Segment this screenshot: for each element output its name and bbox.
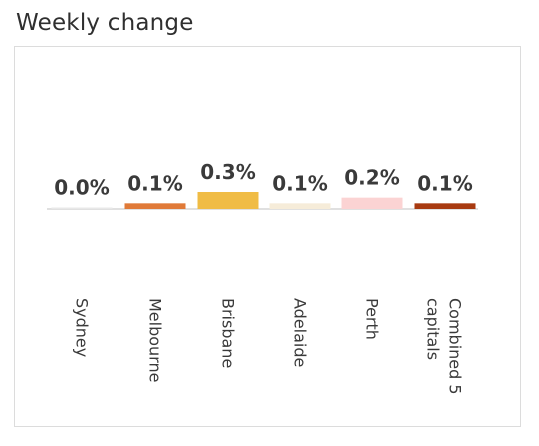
category-label: Perth	[363, 298, 382, 340]
bar	[124, 203, 186, 209]
category-label: Adelaide	[291, 298, 310, 367]
bar	[51, 207, 113, 209]
data-label: 0.0%	[54, 176, 109, 200]
category-label-line: Brisbane	[219, 298, 238, 368]
data-label: 0.1%	[127, 171, 182, 195]
category-label: Melbourne	[146, 298, 165, 382]
bar	[197, 192, 259, 209]
data-label: 0.2%	[344, 166, 399, 190]
category-label-line: Perth	[363, 298, 382, 340]
category-label-line: Adelaide	[291, 298, 310, 367]
category-label-line: Melbourne	[146, 298, 165, 382]
bar	[269, 203, 331, 209]
data-label: 0.3%	[200, 160, 255, 184]
category-label-line: Sydney	[73, 298, 92, 357]
category-label: Brisbane	[219, 298, 238, 368]
bar	[414, 203, 476, 209]
category-label-line: capitals	[424, 298, 443, 360]
category-label-line: Combined 5	[446, 298, 465, 395]
data-label: 0.1%	[417, 171, 472, 195]
chart-panel	[14, 46, 521, 427]
data-label: 0.1%	[272, 171, 327, 195]
bar	[341, 197, 403, 209]
chart-title: Weekly change	[16, 10, 194, 36]
category-label: Sydney	[73, 298, 92, 357]
